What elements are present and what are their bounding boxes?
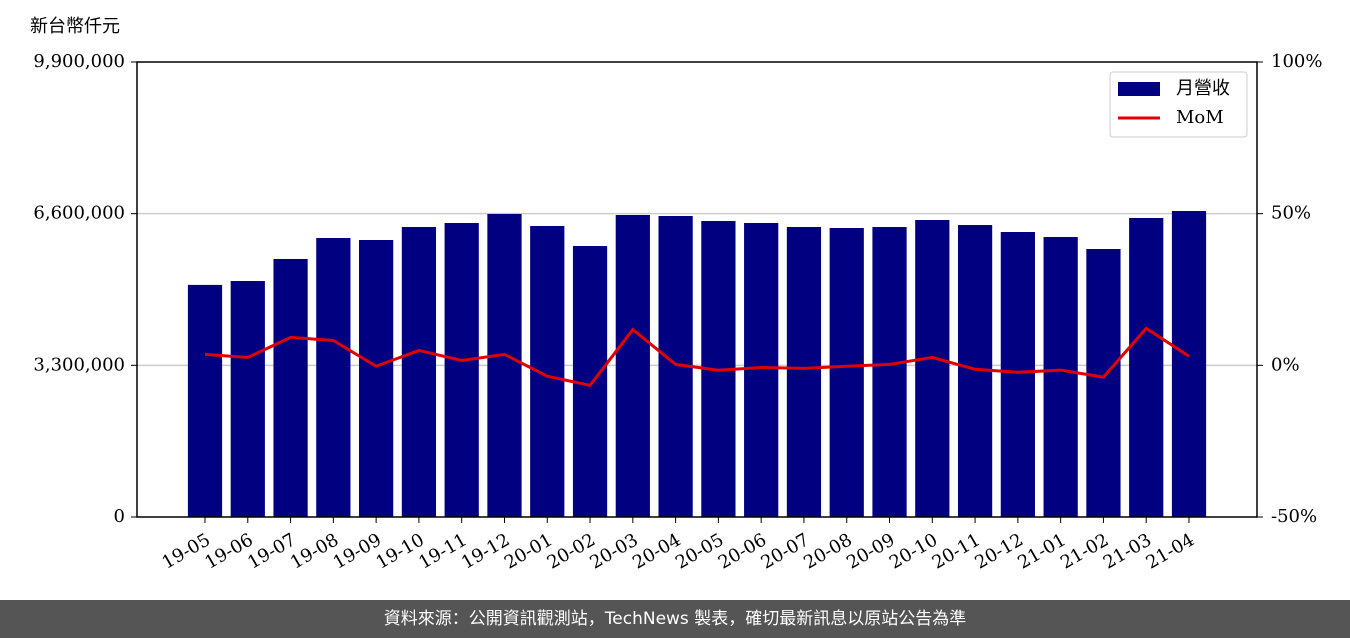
x-tick-label: 21-04 <box>1143 529 1198 573</box>
x-tick-label: 21-02 <box>1057 529 1112 573</box>
bar <box>1086 249 1121 518</box>
y-tick-label: 0 <box>114 506 125 527</box>
legend-label: MoM <box>1176 107 1224 128</box>
footer: 資料來源：公開資訊觀測站，TechNews 製表，確切最新訊息以原站公告為準 <box>0 600 1350 638</box>
bar <box>401 226 437 518</box>
bar <box>1171 211 1207 517</box>
y-tick-label: 3,300,000 <box>33 354 125 375</box>
y2-tick-label: 0% <box>1271 354 1300 375</box>
y2-tick-label: 50% <box>1271 203 1311 224</box>
bar <box>316 238 351 517</box>
x-tick-label: 21-03 <box>1100 529 1155 573</box>
x-tick-label: 20-01 <box>501 529 556 573</box>
x-tick-label: 19-09 <box>330 529 385 573</box>
bar <box>786 226 822 518</box>
x-tick-label: 20-12 <box>971 529 1026 573</box>
x-tick-label: 19-10 <box>372 529 427 573</box>
x-tick-label: 19-12 <box>458 529 513 573</box>
bar <box>1129 217 1164 517</box>
y-tick-label: 6,600,000 <box>33 203 125 224</box>
line <box>204 326 1190 388</box>
bar <box>1000 232 1035 517</box>
y-tick-label: 9,900,000 <box>33 51 125 72</box>
x-tick-label: 20-05 <box>672 529 727 573</box>
legend-label: 月營收 <box>1176 78 1230 99</box>
y2-tick-label: 100% <box>1271 51 1322 72</box>
plot-frame <box>136 61 1258 518</box>
x-tick-label: 20-06 <box>715 529 770 573</box>
bar <box>744 222 779 517</box>
bar <box>1043 237 1078 517</box>
bar <box>230 280 265 517</box>
bar <box>273 258 308 517</box>
x-tick-label: 20-03 <box>586 529 641 573</box>
x-tick-label: 19-05 <box>159 529 214 573</box>
x-tick-label: 20-02 <box>544 529 599 573</box>
x-tick-label: 19-11 <box>415 529 470 573</box>
chart: 新台幣仟元 0 3,300,000 6,600,000 9,900,000 -50% 0%… <box>30 16 1322 574</box>
bar <box>915 220 950 517</box>
bar <box>359 240 394 517</box>
x-tick-label: 20-10 <box>886 529 941 573</box>
x-tick-label: 19-06 <box>201 529 256 573</box>
x-tick-label: 21-01 <box>1014 529 1069 573</box>
x-tick-label: 19-08 <box>287 529 342 573</box>
x-tick-label: 20-08 <box>800 529 855 573</box>
x-tick-label: 20-04 <box>629 529 684 573</box>
bar <box>444 222 479 517</box>
x-tick-label: 20-11 <box>929 529 984 573</box>
bar <box>615 214 650 517</box>
x-tick-label: 20-07 <box>758 529 813 573</box>
bar <box>829 228 864 518</box>
bar <box>872 226 907 518</box>
bar <box>187 284 223 517</box>
x-tick-label: 19-07 <box>244 529 299 573</box>
legend-swatch <box>1118 82 1160 96</box>
y2-tick-label: -50% <box>1271 506 1317 527</box>
x-tick-label: 20-09 <box>843 529 898 573</box>
bar <box>487 213 522 517</box>
y-axis-label: 新台幣仟元 <box>30 16 120 37</box>
